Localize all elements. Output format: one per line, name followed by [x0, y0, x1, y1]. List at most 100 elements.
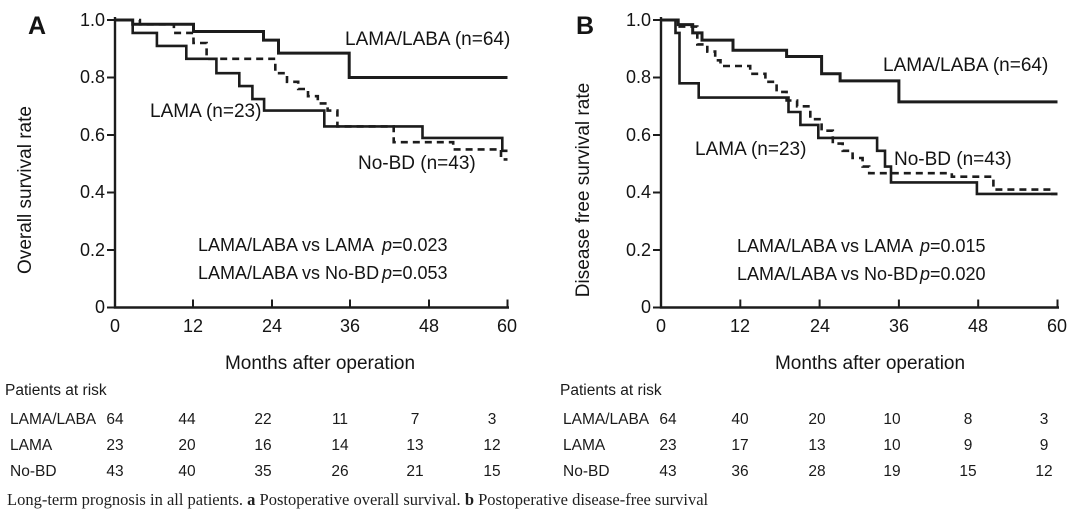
- risk-row-lama-a: LAMA 23 20 16 14 13 12: [0, 437, 540, 457]
- risk-count: 13: [808, 437, 826, 454]
- risk-count: 3: [487, 411, 497, 428]
- x-tick-label: 36: [340, 316, 360, 336]
- y-tick-label: 1.0: [80, 10, 105, 30]
- x-tick-label: 12: [183, 316, 203, 336]
- risk-count: 20: [178, 437, 196, 454]
- risk-row-label: No-BD: [563, 463, 610, 480]
- y-tick-label: 0.6: [626, 125, 651, 145]
- caption-b-marker: b: [464, 490, 474, 509]
- risk-count: 40: [178, 463, 196, 480]
- survival-curve-no-bd: [115, 18, 508, 161]
- panel-a-letter: A: [28, 12, 46, 40]
- risk-count: 40: [731, 411, 749, 428]
- p-value-comparison-2: LAMA/LABA vs No-BD: [737, 264, 918, 284]
- y-tick-label: 0.8: [80, 67, 105, 87]
- y-tick-label: 0.8: [626, 67, 651, 87]
- risk-count: 8: [963, 411, 973, 428]
- survival-plot-a: A Overall survival rate 1.0 0.8 0.6 0.4 …: [15, 10, 517, 374]
- curve-label-no-bd: No-BD (n=43): [358, 153, 476, 174]
- x-tick-label: 60: [497, 316, 517, 336]
- axis-ticks: [107, 19, 509, 309]
- risk-count: 22: [254, 411, 272, 428]
- caption-a-text: Postoperative overall survival.: [259, 490, 461, 509]
- risk-count: 23: [106, 437, 124, 454]
- risk-row-label: LAMA/LABA: [563, 411, 650, 428]
- risk-count: 13: [406, 437, 424, 454]
- risk-count: 14: [331, 437, 349, 454]
- p-value-comparison-2: LAMA/LABA vs No-BD: [198, 263, 379, 283]
- risk-count: 19: [883, 463, 901, 480]
- risk-row-lama-b: LAMA 23 17 13 10 9 9: [540, 437, 1080, 457]
- y-tick-label: 0.4: [80, 182, 105, 202]
- p-value-comparison-1: LAMA/LABA vs LAMA: [737, 236, 913, 256]
- risk-count: 44: [178, 411, 196, 428]
- risk-count: 17: [731, 437, 749, 454]
- x-tick-label: 48: [968, 316, 988, 336]
- risk-count: 28: [808, 463, 826, 480]
- p-value-2: p=0.020: [919, 264, 986, 284]
- risk-count: 64: [106, 411, 124, 428]
- survival-curve-lama: [661, 18, 1058, 196]
- curve-label-lama-laba: LAMA/LABA (n=64): [883, 55, 1048, 76]
- p-value-comparison-1: LAMA/LABA vs LAMA: [198, 235, 374, 255]
- risk-row-lama-laba-a: LAMA/LABA 64 44 22 11 7 3: [0, 411, 540, 431]
- x-tick-label: 48: [419, 316, 439, 336]
- caption-prefix: Long-term prognosis in all patients.: [7, 490, 244, 509]
- risk-row-label: No-BD: [10, 463, 57, 480]
- curve-label-lama: LAMA (n=23): [695, 139, 806, 160]
- survival-curve-lama: [115, 18, 508, 153]
- x-axis-label-a: Months after operation: [225, 353, 415, 374]
- risk-count: 12: [483, 437, 501, 454]
- panel-a-overall-survival: A Overall survival rate 1.0 0.8 0.6 0.4 …: [0, 0, 540, 480]
- curve-label-lama-laba: LAMA/LABA (n=64): [345, 29, 510, 50]
- survival-curve-lama-laba: [661, 18, 1058, 104]
- p-value-2: p=0.053: [381, 263, 448, 283]
- curve-label-lama: LAMA (n=23): [150, 101, 261, 122]
- y-tick-label: 0: [95, 297, 105, 317]
- y-tick-label: 0.4: [626, 182, 651, 202]
- y-tick-label: 0.2: [626, 240, 651, 260]
- risk-count: 15: [483, 463, 501, 480]
- risk-count: 12: [1035, 463, 1053, 480]
- risk-count: 21: [406, 463, 424, 480]
- p-value-1: p=0.023: [381, 235, 448, 255]
- risk-count: 9: [963, 437, 973, 454]
- y-tick-label: 0: [641, 297, 651, 317]
- risk-row-label: LAMA/LABA: [10, 411, 97, 428]
- risk-row-no-bd-a: No-BD 43 40 35 26 21 15: [0, 463, 540, 483]
- curves-a: [107, 17, 509, 309]
- risk-count: 16: [254, 437, 272, 454]
- survival-curve-no-bd: [661, 18, 1058, 196]
- p-value-1: p=0.015: [919, 236, 986, 256]
- risk-count: 11: [331, 411, 349, 428]
- y-tick-label: 0.6: [80, 125, 105, 145]
- risk-count: 20: [808, 411, 826, 428]
- risk-row-label: LAMA: [10, 437, 53, 454]
- y-tick-label: 1.0: [626, 10, 651, 30]
- axis-ticks: [653, 19, 1059, 309]
- figure-caption: Long-term prognosis in all patients. a P…: [7, 490, 1073, 510]
- y-tick-label: 0.2: [80, 240, 105, 260]
- y-axis-label-b: Disease free survival rate: [573, 83, 594, 297]
- risk-table-title-b: Patients at risk: [560, 382, 662, 399]
- x-tick-label: 0: [656, 316, 666, 336]
- risk-count: 10: [883, 411, 901, 428]
- survival-plot-b: B Disease free survival rate 1.0 0.8 0.6…: [573, 10, 1067, 374]
- x-tick-label: 0: [110, 316, 120, 336]
- risk-row-label: LAMA: [563, 437, 606, 454]
- risk-count: 7: [410, 411, 420, 428]
- y-axis-label-a: Overall survival rate: [15, 106, 36, 274]
- risk-row-lama-laba-b: LAMA/LABA 64 40 20 10 8 3: [540, 411, 1080, 431]
- risk-count: 3: [1039, 411, 1049, 428]
- x-tick-label: 12: [730, 316, 750, 336]
- risk-count: 43: [659, 463, 677, 480]
- risk-count: 36: [731, 463, 749, 480]
- risk-count: 23: [659, 437, 677, 454]
- curve-label-no-bd: No-BD (n=43): [894, 149, 1012, 170]
- curves-b: [653, 17, 1059, 309]
- x-tick-label: 36: [889, 316, 909, 336]
- risk-count: 10: [883, 437, 901, 454]
- caption-b-text: Postoperative disease-free survival: [478, 490, 709, 509]
- risk-count: 35: [254, 463, 272, 480]
